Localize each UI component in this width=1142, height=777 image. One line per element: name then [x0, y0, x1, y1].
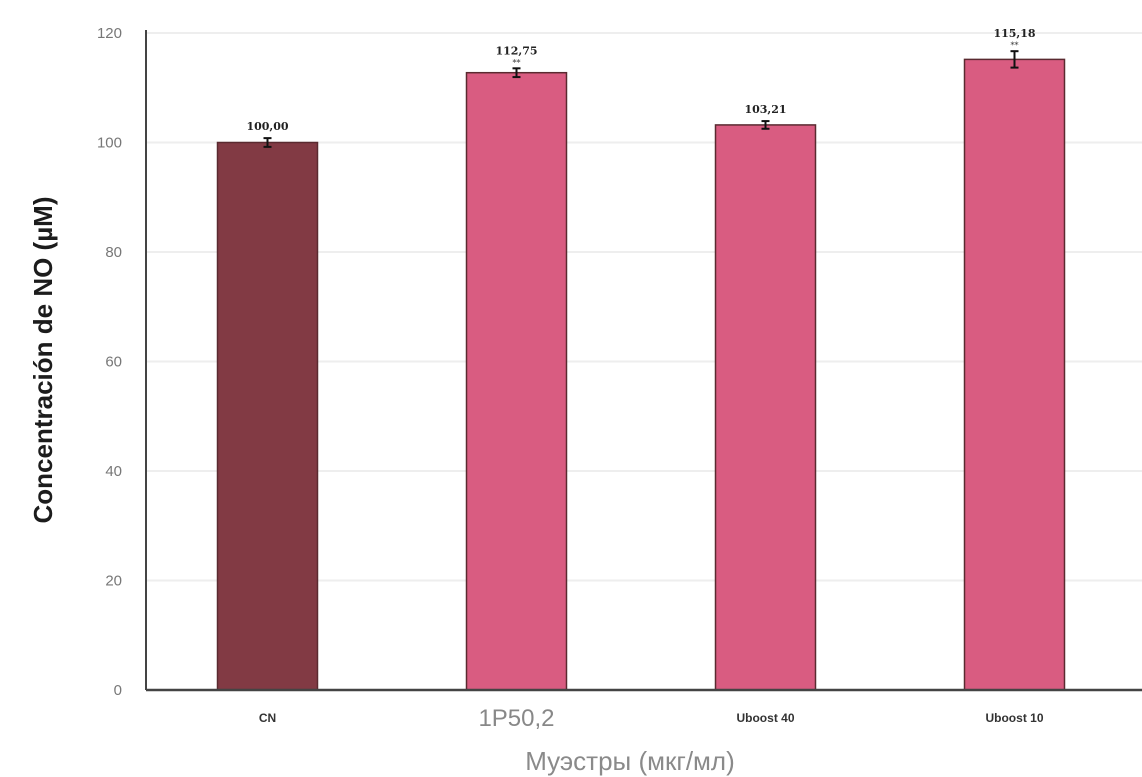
- x-tick-label: Uboost 40: [736, 711, 794, 725]
- significance-label: **: [513, 58, 521, 67]
- x-tick-label: Uboost 10: [985, 711, 1043, 725]
- x-axis-title: Муэстры (мкг/мл): [525, 746, 735, 776]
- data-label: 103,21: [744, 103, 786, 116]
- axes: 0 20 40 60 80 100 120 CN 1P50,2 Uboost 40 Uboost 1…: [97, 25, 1142, 732]
- data-label: 112,75: [495, 44, 537, 57]
- y-tick-label: 20: [105, 573, 122, 590]
- bar-2: [714, 124, 817, 691]
- bar-0: [216, 141, 319, 691]
- data-label: 115,18: [993, 27, 1035, 40]
- y-tick-label: 40: [105, 463, 122, 480]
- bar-3: [963, 58, 1066, 691]
- y-tick-label: 80: [105, 244, 122, 261]
- y-tick-label: 0: [114, 682, 122, 699]
- y-axis-title: Concentración de NO (µM): [28, 197, 58, 524]
- y-tick-label: 100: [97, 135, 122, 152]
- bar-1: [465, 71, 568, 691]
- y-tick-label: 120: [97, 25, 122, 42]
- x-tick-label: 1P50,2: [478, 705, 554, 732]
- y-tick-label: 60: [105, 354, 122, 371]
- significance-label: **: [1011, 41, 1019, 50]
- x-tick-label: CN: [259, 711, 276, 725]
- data-label: 100,00: [246, 120, 288, 133]
